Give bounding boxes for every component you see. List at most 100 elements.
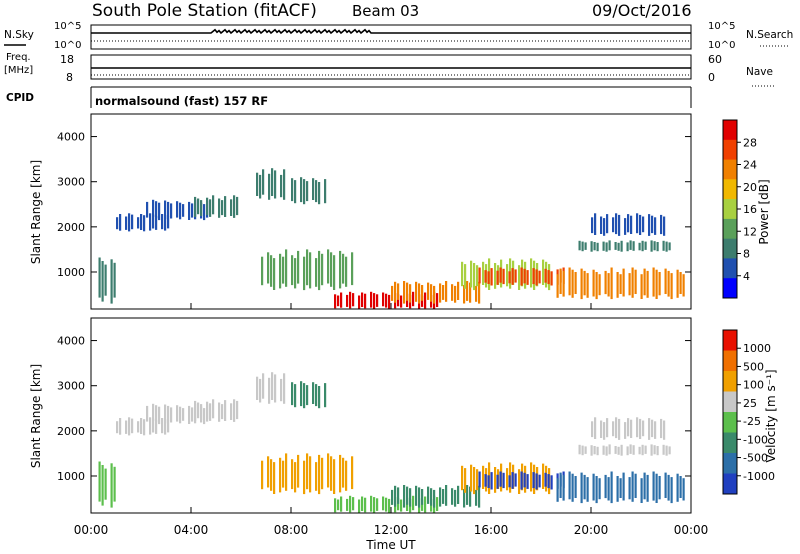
velocity-cell [391,489,394,505]
power-cell [385,293,388,308]
velocity-cell [131,418,134,434]
y-tick-label: 2000 [57,221,85,234]
power-cell [643,268,646,296]
velocity-cell [461,465,464,491]
velocity-cell [309,456,312,493]
velocity-cell [351,456,354,490]
noise-panel: N.Sky 10^5 10^0 10^5 10^0 N.Search [4,21,793,51]
power-region [291,177,327,205]
colorbar-tick-label: -100 [743,433,768,446]
noise-tick-left-low: 10^0 [54,40,81,51]
velocity-cell [167,420,170,433]
power-cell [592,269,595,297]
power-cell [496,270,499,285]
velocity-colorbar-label: Velocity [m s⁻¹] [764,369,778,462]
velocity-region [98,461,116,508]
power-cell [641,240,644,252]
power-cell [179,202,182,220]
power-cell [656,242,659,252]
velocity-cell [370,495,373,512]
velocity-cell [574,476,577,498]
noise-sky-line [91,28,691,35]
power-cell [282,256,285,284]
x-tick-label: 16:00 [474,523,509,537]
velocity-cells [98,372,685,513]
velocity-cell [279,457,282,493]
power-cell [271,168,274,196]
power-cell [639,214,642,235]
power-cell [574,272,577,294]
date-title: 09/Oct/2016 [592,1,692,20]
power-cell [209,199,212,217]
power-cell [598,274,601,296]
power-cell [632,241,635,251]
velocity-cell [616,476,619,502]
power-cell [337,295,340,307]
velocity-cell [606,418,609,438]
velocity-cell [600,420,603,438]
power-cell [586,273,589,298]
power-cell [421,295,424,307]
velocity-cell [466,485,469,505]
power-cell [600,216,603,234]
velocity-cell [626,446,629,456]
velocity-cell [339,454,342,493]
x-tick-label: 00:00 [74,523,109,537]
x-tick-label: 00:00 [674,523,709,537]
velocity-cell [200,404,203,420]
velocity-cell [430,488,433,506]
velocity-cell [327,453,330,488]
power-cell [535,269,538,286]
power-cell [469,282,472,303]
power-cell [603,218,606,236]
power-cell [626,242,629,252]
velocity-cell [373,497,376,513]
velocity-cell [660,418,663,439]
velocity-cell [511,472,514,489]
power-cell [279,253,282,289]
velocity-cell [664,472,667,498]
power-cell [514,269,517,283]
power-cell [593,242,596,251]
power-colorbar-swatch [723,120,737,141]
velocity-cell [469,486,472,507]
velocity-colorbar-swatch [723,330,737,351]
velocity-cell [628,477,631,500]
velocity-cell [291,459,294,490]
velocity-cell [655,473,658,503]
power-cell [478,267,481,284]
velocity-cell [580,472,583,504]
power-cell [146,201,149,218]
power-cell [494,263,497,289]
power-cell [364,293,367,309]
power-cell [630,215,633,234]
velocity-cell [294,462,297,493]
velocity-colorbar-swatch [723,391,737,413]
power-cell [294,258,297,289]
velocity-cell [475,489,478,506]
power-cell [351,252,354,286]
power-cell [167,201,170,217]
velocity-cell [382,496,385,511]
power-cell [547,270,550,285]
power-cell [283,169,286,200]
velocity-cell [594,417,597,439]
velocity-region [591,417,666,440]
velocity-cell [636,417,639,438]
velocity-cell [451,488,454,505]
power-cell [653,241,656,251]
velocity-cell [550,475,553,490]
velocity-cell [622,472,625,501]
power-cell [164,215,167,231]
power-cell [285,249,288,287]
power-colorbar-swatch [723,258,737,279]
velocity-cell [285,453,288,491]
velocity-cell [400,499,403,512]
power-cell [511,268,514,285]
cpid-label: CPID [6,92,34,104]
velocity-cell [614,446,617,454]
power-cell [339,250,342,289]
velocity-cell [662,444,665,455]
velocity-cell [101,465,104,506]
x-tick-label: 08:00 [274,523,309,537]
